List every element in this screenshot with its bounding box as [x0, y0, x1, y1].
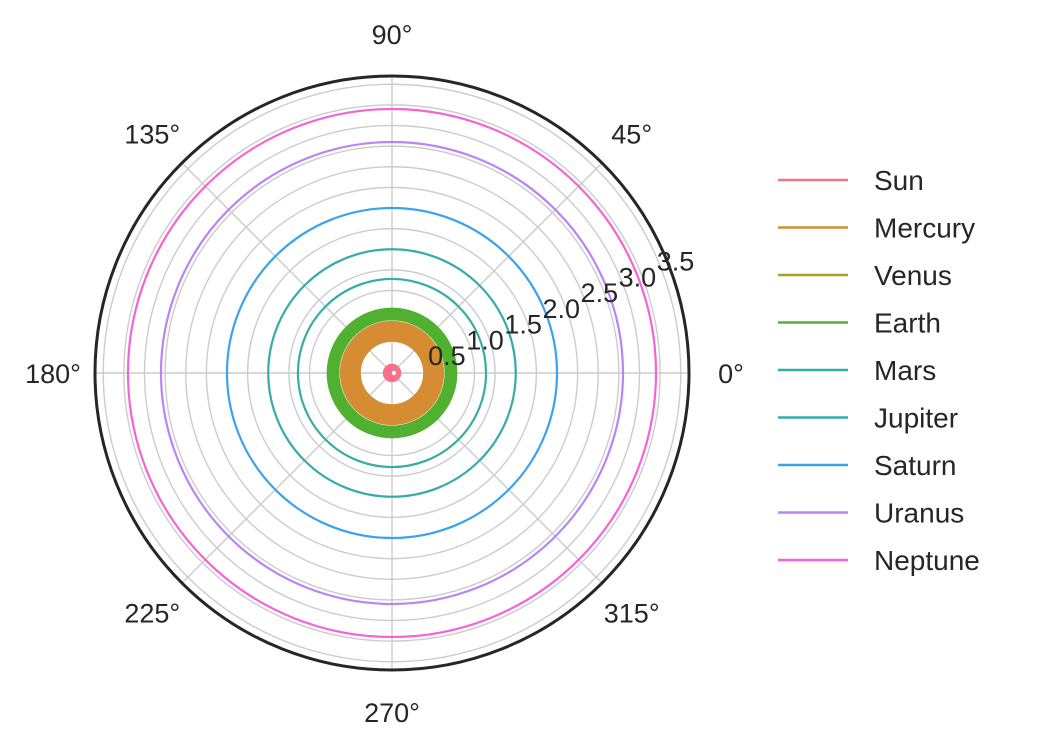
orbit-saturn: [225, 206, 559, 540]
series-saturn: [225, 206, 559, 540]
r-gridline-7: [205, 186, 579, 560]
r-tick-label-4: 2.5: [581, 278, 619, 308]
theta-tick-label-1: 45°: [611, 119, 652, 149]
theta-tick-label-6: 270°: [364, 698, 420, 728]
legend-item-earth: Earth: [778, 308, 941, 339]
legend: Sun Mercury Venus Earth Mars Jupiter Saturn Ura…: [778, 165, 980, 576]
series-uranus: [159, 140, 625, 606]
series-jupiter: [267, 248, 517, 498]
r-tick-label-0: 0.5: [428, 341, 466, 371]
legend-item-saturn: Saturn: [778, 450, 957, 481]
orbit-neptune: [126, 107, 658, 639]
series-earth: [326, 307, 458, 439]
legend-item-mercury: Mercury: [778, 213, 975, 244]
legend-item-sun: Sun: [778, 165, 924, 196]
theta-tick-label-0: 0°: [718, 359, 744, 389]
r-tick-label-1: 1.0: [466, 325, 504, 355]
r-gridline-5: [246, 227, 538, 519]
r-tick-label-2: 1.5: [504, 310, 542, 340]
r-gridline-10: [143, 124, 641, 622]
legend-label-earth: Earth: [874, 308, 941, 339]
series-sun: [382, 363, 402, 383]
orbit-uranus: [159, 140, 625, 606]
r-gridline-11: [123, 104, 661, 642]
legend-label-neptune: Neptune: [874, 545, 980, 576]
legend-label-venus: Venus: [874, 260, 952, 291]
r-gridline-9: [164, 145, 620, 601]
theta-tick-labels: 0° 45° 90° 135° 180° 225° 270° 315°: [25, 20, 744, 728]
legend-item-mars: Mars: [778, 355, 936, 386]
series-mercury: [339, 320, 445, 426]
orbit-sun-gap: [391, 370, 397, 376]
series-layer: [126, 107, 658, 639]
series-neptune: [126, 107, 658, 639]
r-tick-label-3: 2.0: [542, 294, 580, 324]
legend-item-venus: Venus: [778, 260, 952, 291]
r-tick-label-6: 3.5: [657, 247, 695, 277]
theta-tick-label-2: 90°: [372, 20, 413, 50]
legend-label-saturn: Saturn: [874, 450, 957, 481]
legend-item-jupiter: Jupiter: [778, 403, 958, 434]
orbit-mars: [296, 277, 488, 469]
frame-layer: [93, 74, 691, 672]
r-gridline-8: [185, 166, 599, 580]
series-mars: [296, 277, 488, 469]
r-gridline-3: [288, 269, 496, 477]
theta-tick-label-7: 315°: [604, 599, 660, 629]
legend-label-uranus: Uranus: [874, 498, 964, 529]
polar-frame: [93, 74, 691, 672]
legend-item-uranus: Uranus: [778, 498, 964, 529]
theta-tick-label-5: 225°: [124, 599, 180, 629]
r-tick-labels: 0.51.01.52.02.53.03.5: [428, 247, 694, 372]
orbit-earth-11: [326, 307, 458, 439]
orbit-jupiter: [267, 248, 517, 498]
r-tick-label-5: 3.0: [619, 262, 657, 292]
legend-item-neptune: Neptune: [778, 545, 980, 576]
theta-tick-label-4: 180°: [25, 359, 81, 389]
orbit-mercury-19: [339, 320, 445, 426]
legend-label-mercury: Mercury: [874, 213, 975, 244]
legend-label-sun: Sun: [874, 165, 924, 196]
legend-label-mars: Mars: [874, 355, 936, 386]
theta-tick-label-3: 135°: [124, 119, 180, 149]
r-gridline-2: [308, 289, 476, 457]
r-gridline-12: [102, 83, 682, 663]
legend-label-jupiter: Jupiter: [874, 403, 958, 434]
